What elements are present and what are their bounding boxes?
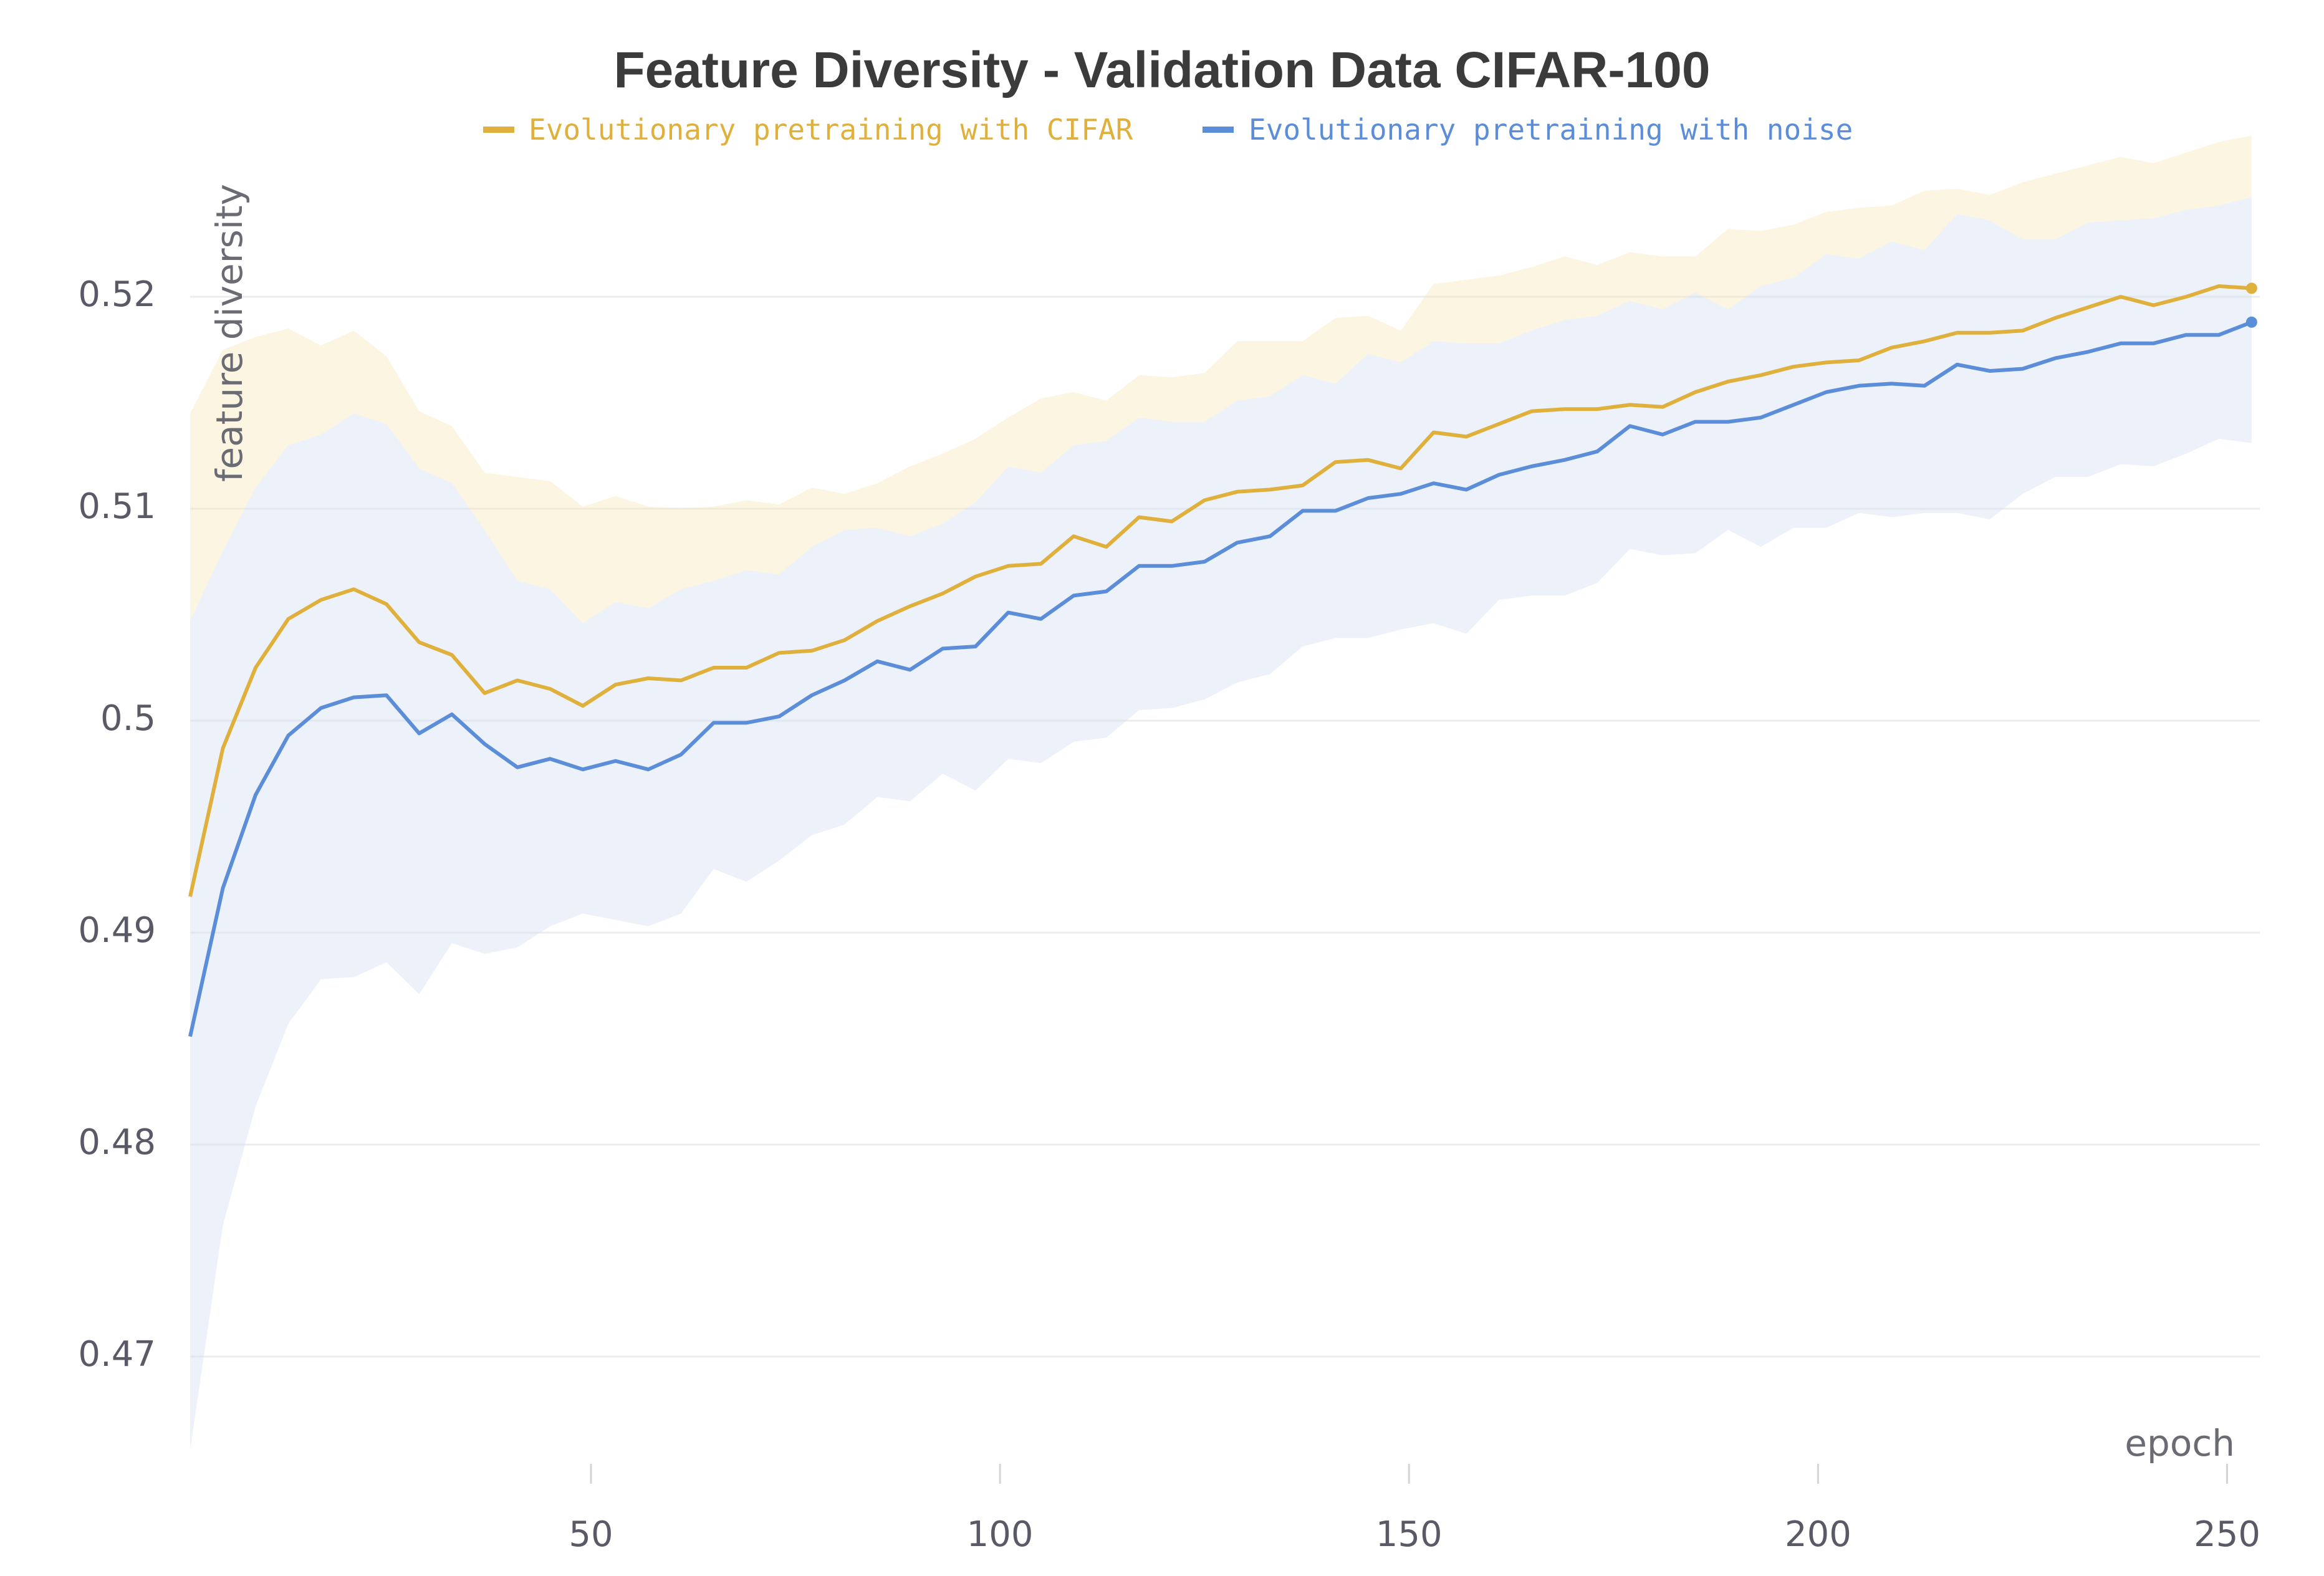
y-tick-label: 0.51 [78,486,156,527]
series-line-cifar[interactable] [188,284,2252,897]
axis-ticks: 0.47 0.48 0.49 0.5 0.51 0.52 50 100 150 200 250 [78,274,2260,1555]
series-end-point [2245,316,2257,328]
series-end-point [2245,282,2257,294]
y-tick-label: 0.5 [100,698,156,739]
legend-label[interactable]: Evolutionary pretraining with noise [1249,113,1853,147]
legend: Evolutionary pretraining with CIFAR Evolu… [483,113,1853,147]
legend-label[interactable]: Evolutionary pretraining with CIFAR [529,113,1133,147]
y-axis-label: feature diversity [208,184,251,482]
x-tick-label: 150 [1376,1514,1443,1555]
x-tick-label: 100 [967,1514,1034,1555]
confidence-bands [190,135,2252,1450]
chart-title: Feature Diversity - Validation Data CIFA… [614,42,1711,98]
x-axis-label: epoch [2125,1422,2235,1464]
y-tick-label: 0.49 [78,910,156,951]
series-line-noise[interactable] [188,320,2252,1037]
x-tick-label: 200 [1785,1514,1851,1555]
x-tick-label: 250 [2194,1514,2260,1555]
y-tick-label: 0.47 [78,1334,156,1375]
series-lines [188,282,2257,1037]
x-tick-label: 50 [569,1514,613,1555]
y-tick-label: 0.48 [78,1122,156,1163]
grid-lines [190,296,2260,1358]
confidence-band-noise [190,197,2252,1450]
y-tick-label: 0.52 [78,274,156,315]
confidence-band-cifar [190,135,2252,623]
